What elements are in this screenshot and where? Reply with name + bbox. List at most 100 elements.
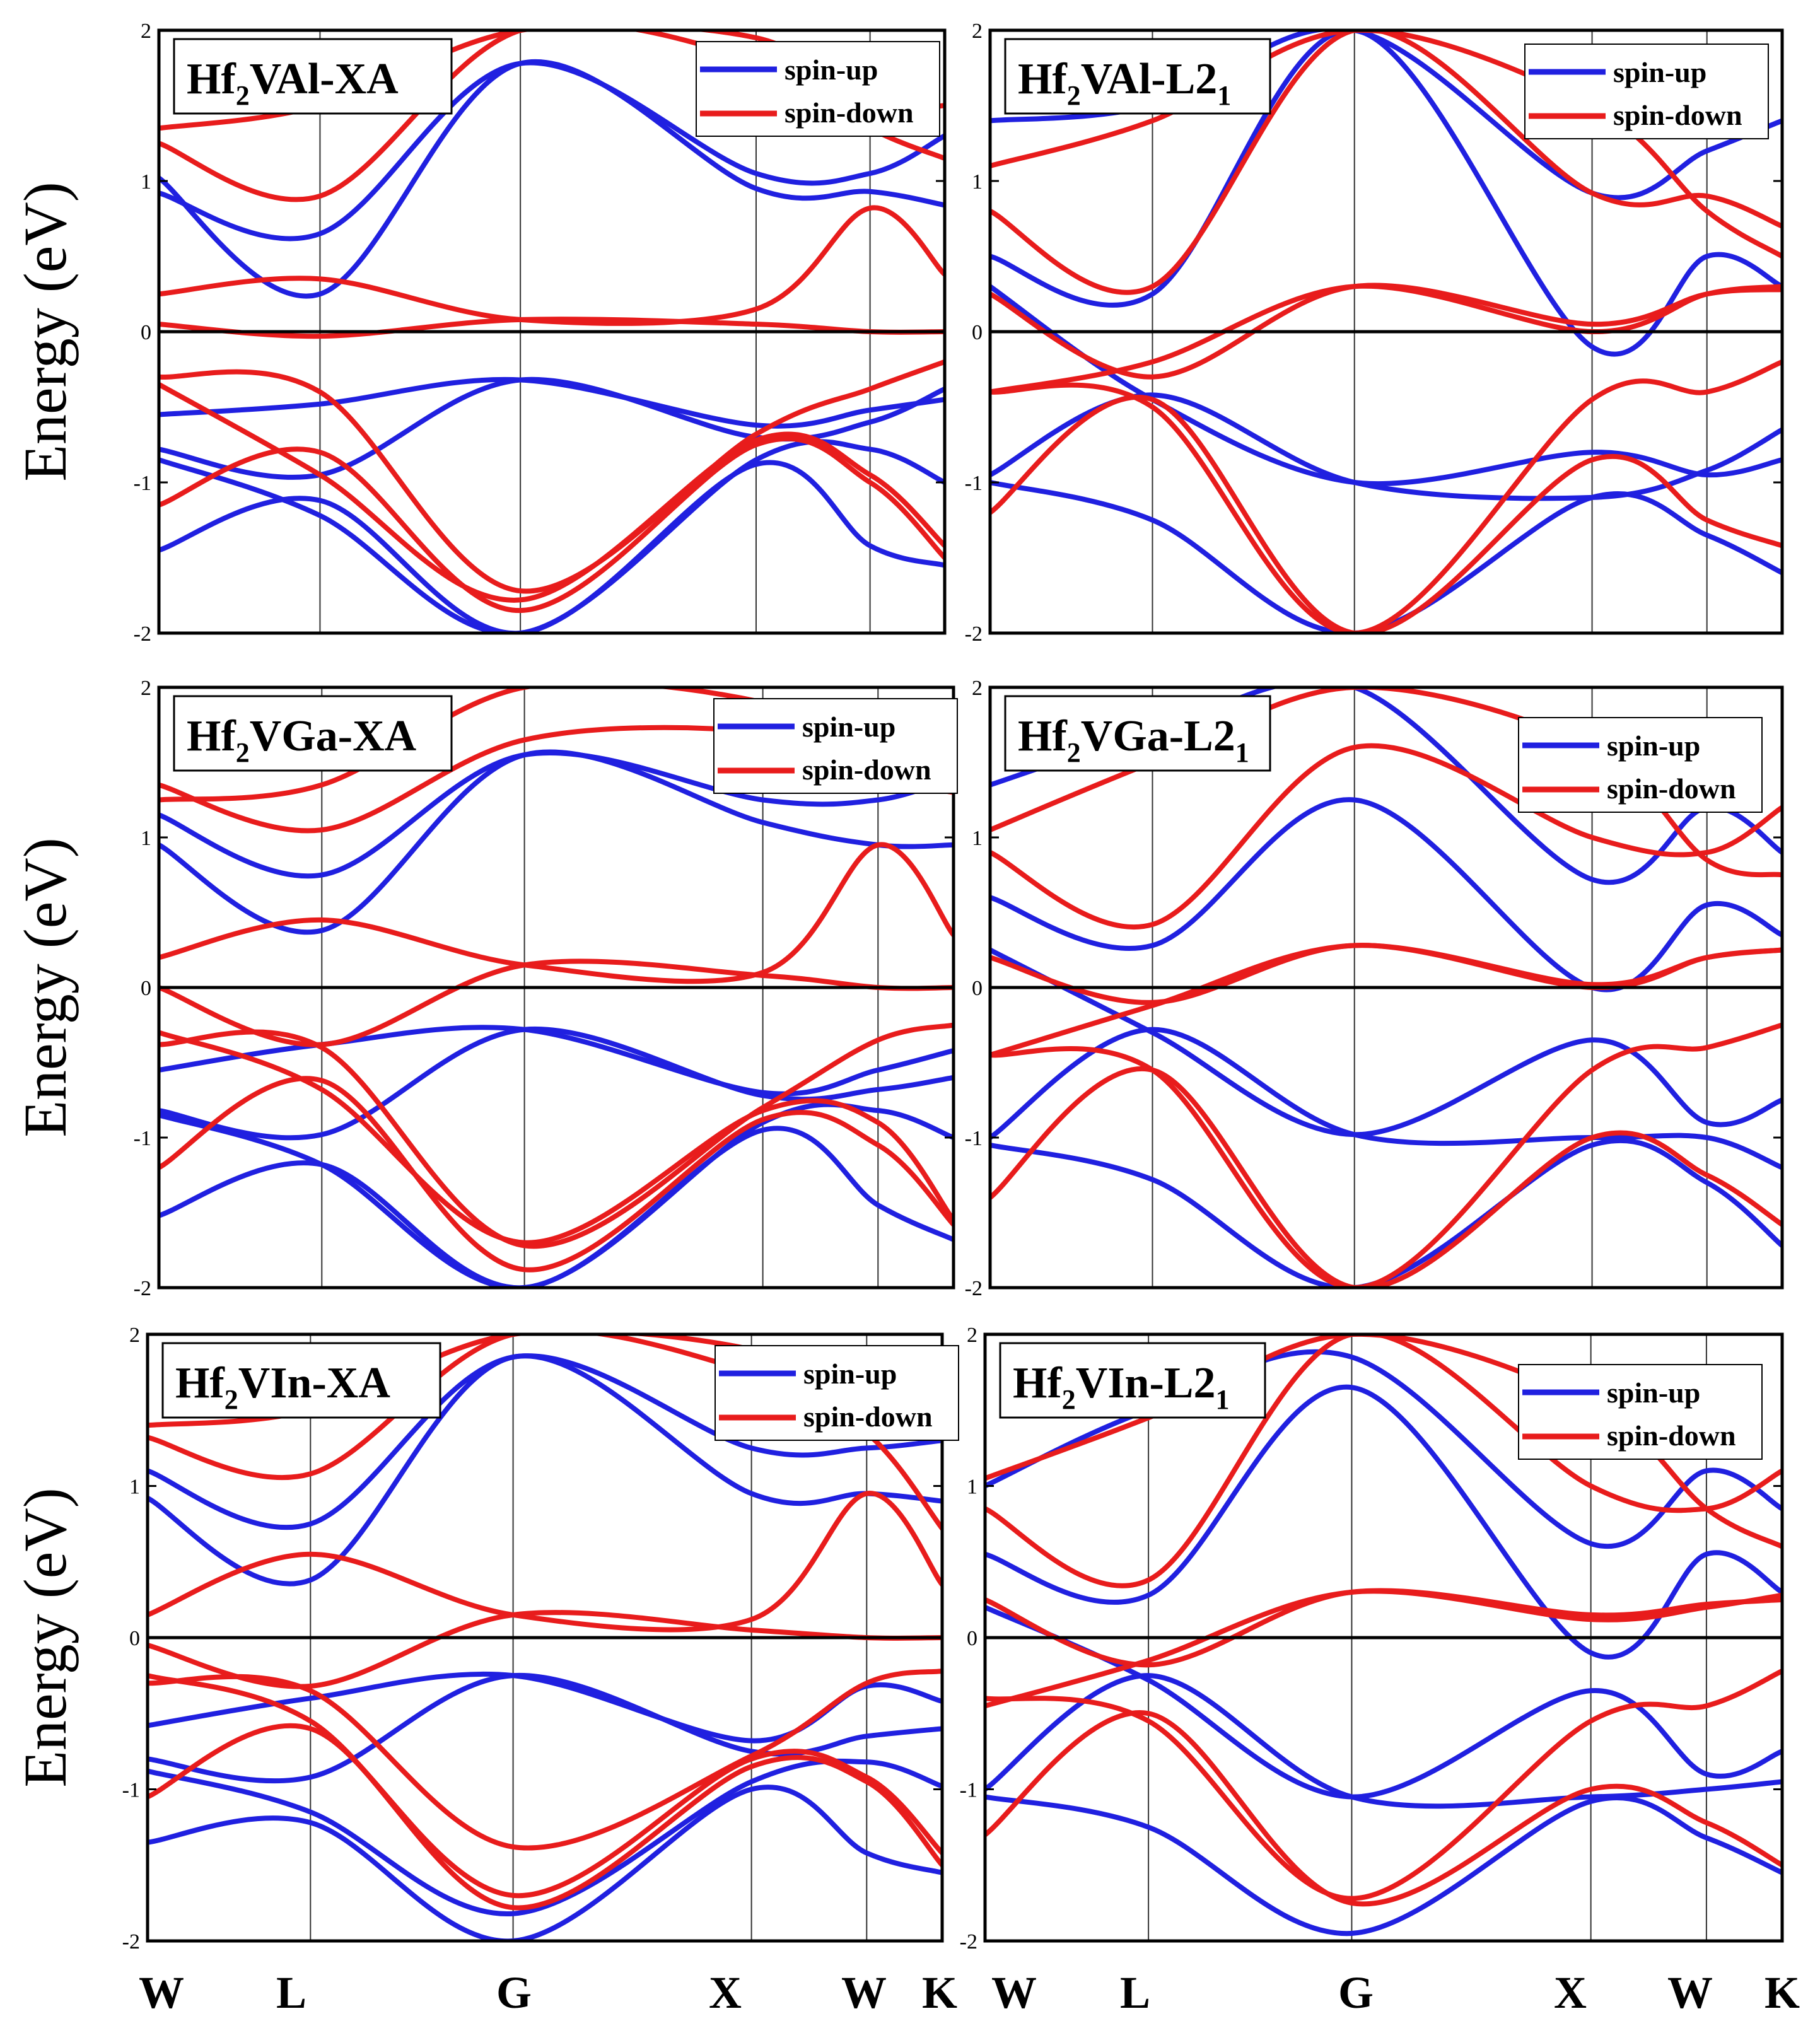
panel-Hf2VAl-L21: -2 -1 0 1 2 Hf2VAl-L21 spin-up spin-down [965,20,1784,646]
spin-down-band-8 [990,359,1782,633]
y-tick-label: 1 [972,827,983,850]
spin-up-band-1 [990,797,1782,993]
legend-box [1518,717,1763,813]
legend-box [713,698,958,794]
panel-title-box [173,38,453,115]
spin-down-band-8 [148,1491,942,1633]
y-tick-label: 2 [141,20,151,43]
spin-up-band-4 [148,1672,942,1784]
panel-title-box [1004,695,1271,772]
spin-down-band-8 [985,1668,1782,1901]
panel-title-box [1004,38,1271,115]
legend-spin-up-label: spin-up [1613,56,1706,88]
legend-spin-up-label: spin-up [803,1358,897,1390]
y-tick-label: -2 [965,622,983,646]
spin-down-band-9 [985,1710,1782,1907]
spin-up-band-4 [159,1026,954,1141]
y-axis-label: Energy (eV) [11,182,79,481]
spin-down-band-11 [159,436,945,614]
band-group [990,687,1782,1288]
legend-spin-up-label: spin-up [802,711,895,743]
y-tick-label: -1 [134,1127,151,1150]
spin-down-band-11 [990,30,1782,259]
legend-box [1518,1364,1763,1460]
kpoint-label-left-g: G [496,1967,532,2018]
y-tick-label: 0 [141,321,151,344]
spin-down-band-8 [159,205,945,326]
y-tick-label: -1 [134,472,151,495]
legend-spin-down-label: spin-down [803,1401,933,1433]
legend-spin-down-label: spin-down [1607,1419,1736,1452]
spin-up-band-3 [985,1604,1782,1800]
y-tick-label: 0 [972,977,983,1000]
spin-down-band-11 [990,687,1782,878]
legend-box [715,1345,959,1441]
kpoint-label-right-l: L [1120,1967,1150,2018]
spin-up-band-6 [159,1126,954,1288]
spin-up-band-3 [990,947,1782,1138]
spin-down-band-7 [990,283,1782,380]
kpoint-label-right-g: G [1338,1967,1374,2018]
spin-up-band-5 [985,1794,1782,1936]
y-tick-label: 0 [129,1627,140,1650]
spin-down-band-11 [159,1076,954,1273]
spin-down-band-8 [990,1022,1782,1288]
y-tick-label: -1 [960,1779,977,1802]
y-tick-label: 2 [129,1324,140,1347]
spin-up-band-1 [990,30,1782,357]
y-tick-label: 0 [967,1627,977,1650]
kpoint-label-right-x: X [1554,1967,1587,2018]
y-tick-label: 1 [129,1476,140,1499]
spin-up-band-6 [159,460,945,633]
spin-up-band-5 [148,1758,942,1916]
y-tick-label: -2 [960,1930,977,1954]
panel-title-box [161,1342,441,1419]
panel-Hf2VIn-L21: -2 -1 0 1 2 Hf2VIn-L21 spin-up spin-down [960,1324,1784,1954]
legend-spin-down-label: spin-down [802,754,931,786]
spin-down-band-9 [990,1066,1782,1288]
y-tick-label: -2 [122,1930,140,1954]
kpoint-label-left-w: W [139,1967,184,2018]
y-tick-label: 2 [972,677,983,700]
y-tick-label: -1 [965,1127,983,1150]
legend-spin-up-label: spin-up [1607,1377,1700,1409]
spin-up-band-2 [148,1353,942,1530]
spin-down-band-9 [148,1668,942,1851]
spin-down-band-9 [159,1022,954,1249]
y-tick-label: 0 [972,321,983,344]
spin-up-band-1 [985,1384,1782,1660]
kpoint-label-left-w: W [841,1967,887,2018]
y-axis-label: Energy (eV) [11,837,79,1137]
y-tick-label: -2 [965,1277,983,1300]
legend-spin-down-label: spin-down [1613,99,1742,131]
legend-spin-down-label: spin-down [1607,772,1736,805]
y-tick-label: -2 [134,1277,151,1300]
spin-down-band-10 [148,1673,942,1898]
kpoint-label-left-x: X [709,1967,742,2018]
legend-spin-down-label: spin-down [785,96,914,129]
y-tick-label: 1 [967,1476,977,1499]
panel-title-box [173,695,453,772]
legend-box [696,41,940,137]
y-tick-label: 0 [141,977,151,1000]
y-tick-label: 2 [972,20,983,43]
panel-title: Hf2VAl-L21 [1018,55,1231,111]
spin-up-band-2 [159,750,954,879]
spin-down-band-9 [990,395,1782,633]
panel-Hf2VIn-XA: -2 -1 0 1 2 Hf2VIn-XA spin-up spin-down [122,1324,959,1954]
spin-up-band-5 [159,1102,954,1288]
spin-up-band-4 [990,1027,1782,1170]
panel-title: Hf2VGa-L21 [1018,712,1249,768]
spin-down-band-7 [985,1588,1782,1668]
y-tick-label: -1 [965,472,983,495]
y-tick-label: -2 [134,622,151,646]
spin-up-band-6 [148,1785,942,1941]
panel-title: Hf2VAl-XA [187,55,399,111]
y-tick-label: 2 [141,677,151,700]
spin-up-band-3 [159,1025,954,1097]
kpoint-label-right-w: W [1667,1967,1713,2018]
spin-up-band-2 [159,60,945,242]
spin-down-band-10 [990,743,1782,930]
y-tick-label: 2 [967,1324,977,1347]
